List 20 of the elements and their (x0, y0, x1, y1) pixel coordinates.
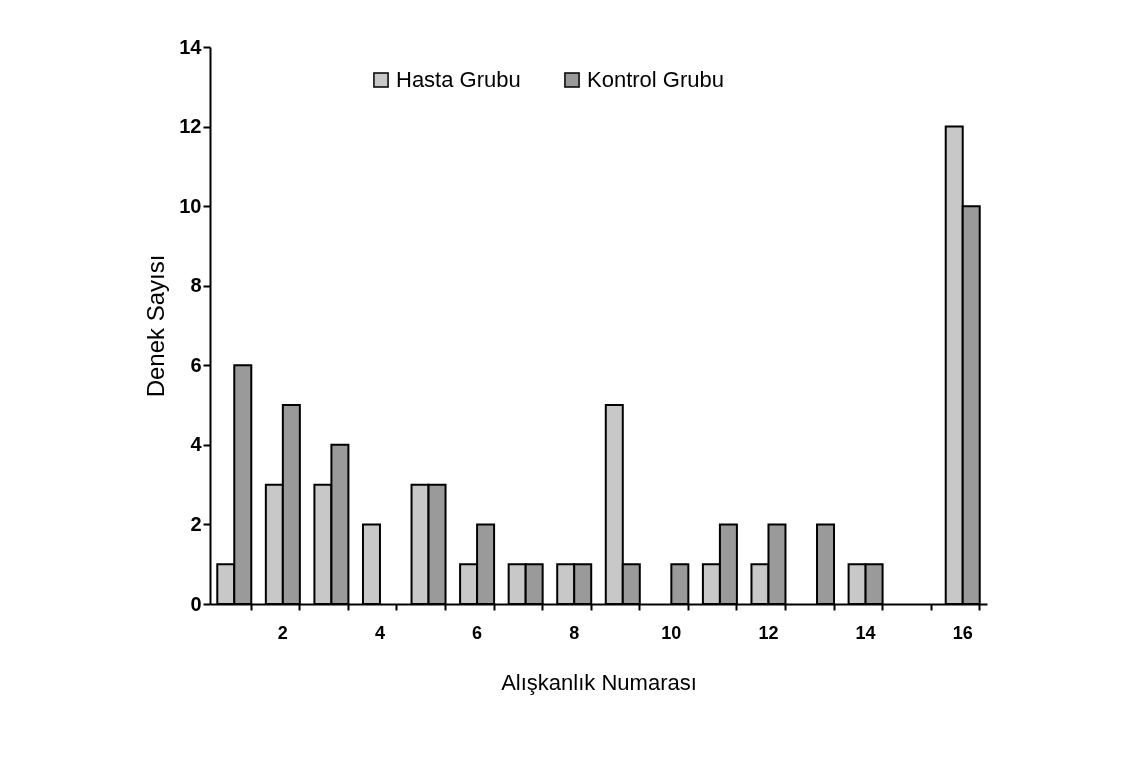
x-tick-label: 14 (855, 622, 876, 643)
x-tick-label: 2 (277, 622, 288, 643)
y-tick-label: 8 (190, 274, 202, 297)
legend-label: Kontrol Grubu (587, 67, 724, 92)
y-tick-label: 6 (190, 353, 202, 376)
y-tick-label: 2 (190, 512, 202, 535)
x-tick-label: 6 (472, 622, 483, 643)
y-axis-title: Denek Sayısı (142, 254, 170, 398)
y-tick-label: 14 (179, 35, 203, 58)
x-tick-label: 10 (661, 622, 682, 643)
y-tick-label: 10 (179, 194, 202, 217)
x-tick-label: 8 (569, 622, 580, 643)
x-tick-label: 12 (758, 622, 779, 643)
x-tick-label: 4 (374, 622, 385, 643)
x-tick-label: 16 (952, 622, 973, 643)
y-tick-label: 0 (190, 592, 202, 615)
x-axis-title: Alışkanlık Numarası (501, 669, 697, 695)
y-tick-label: 12 (179, 115, 202, 138)
y-tick-label: 4 (190, 433, 203, 456)
legend-label: Hasta Grubu (396, 67, 521, 92)
